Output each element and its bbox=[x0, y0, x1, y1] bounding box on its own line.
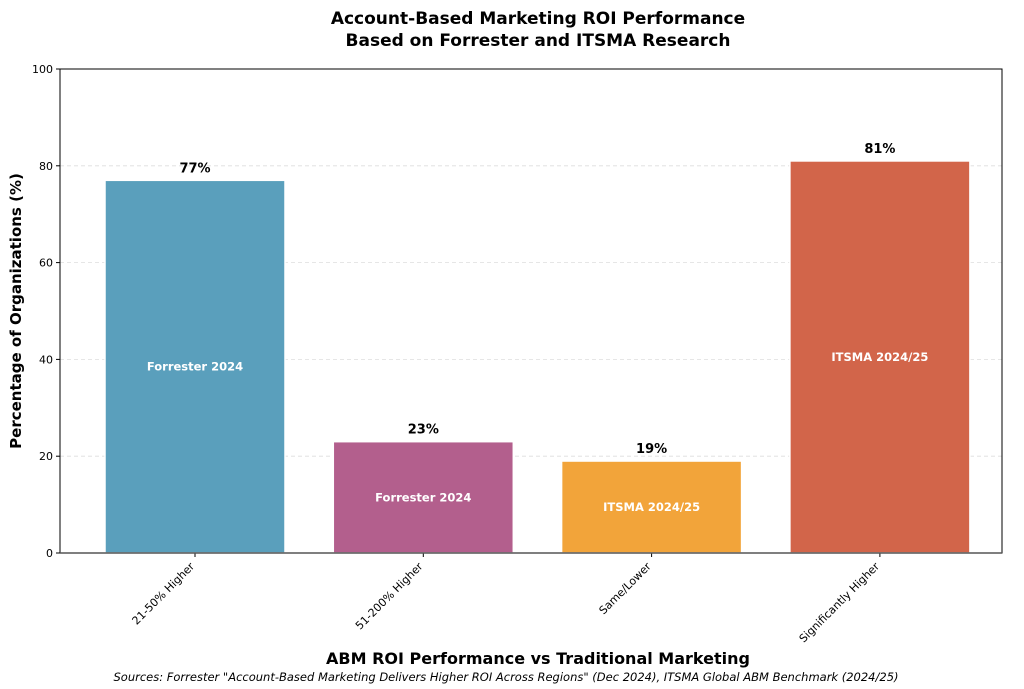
x-axis: 21-50% Higher 51-200% Higher Same/Lower Sig… bbox=[60, 552, 1002, 646]
x-tick-label: 21-50% Higher bbox=[130, 560, 198, 628]
x-axis-label: ABM ROI Performance vs Traditional Marke… bbox=[326, 649, 750, 668]
value-label: 81% bbox=[864, 142, 895, 157]
y-tick-label: 20 bbox=[39, 450, 53, 463]
value-label: 77% bbox=[179, 161, 210, 176]
bar-source-label: Forrester 2024 bbox=[375, 490, 471, 504]
x-tick-label: Significantly Higher bbox=[797, 560, 883, 646]
y-axis: 0 20 40 60 80 100 bbox=[32, 63, 60, 560]
y-tick-label: 40 bbox=[39, 353, 53, 366]
y-tick-label: 0 bbox=[46, 547, 53, 560]
value-label: 19% bbox=[636, 442, 667, 457]
chart-title-line1: Account-Based Marketing ROI Performance bbox=[331, 9, 745, 29]
bar-source-label: ITSMA 2024/25 bbox=[603, 500, 700, 514]
footnote: Sources: Forrester "Account-Based Market… bbox=[114, 670, 899, 684]
y-axis-label: Percentage of Organizations (%) bbox=[7, 173, 25, 449]
bar bbox=[560, 460, 743, 554]
bar-source-label: ITSMA 2024/25 bbox=[831, 350, 928, 364]
y-tick-label: 60 bbox=[39, 257, 53, 270]
bars: 77% Forrester 2024 23% Forrester 2024 19% ITS… bbox=[104, 142, 971, 554]
x-tick-label: 51-200% Higher bbox=[353, 560, 426, 633]
value-label: 23% bbox=[408, 423, 439, 438]
y-tick-label: 80 bbox=[39, 160, 53, 173]
bar bbox=[104, 179, 286, 554]
x-tick-label: Same/Lower bbox=[597, 560, 655, 618]
y-tick-label: 100 bbox=[32, 63, 53, 76]
chart-title-line2: Based on Forrester and ITSMA Research bbox=[346, 31, 731, 51]
bar bbox=[789, 160, 971, 554]
bar-source-label: Forrester 2024 bbox=[147, 360, 243, 374]
